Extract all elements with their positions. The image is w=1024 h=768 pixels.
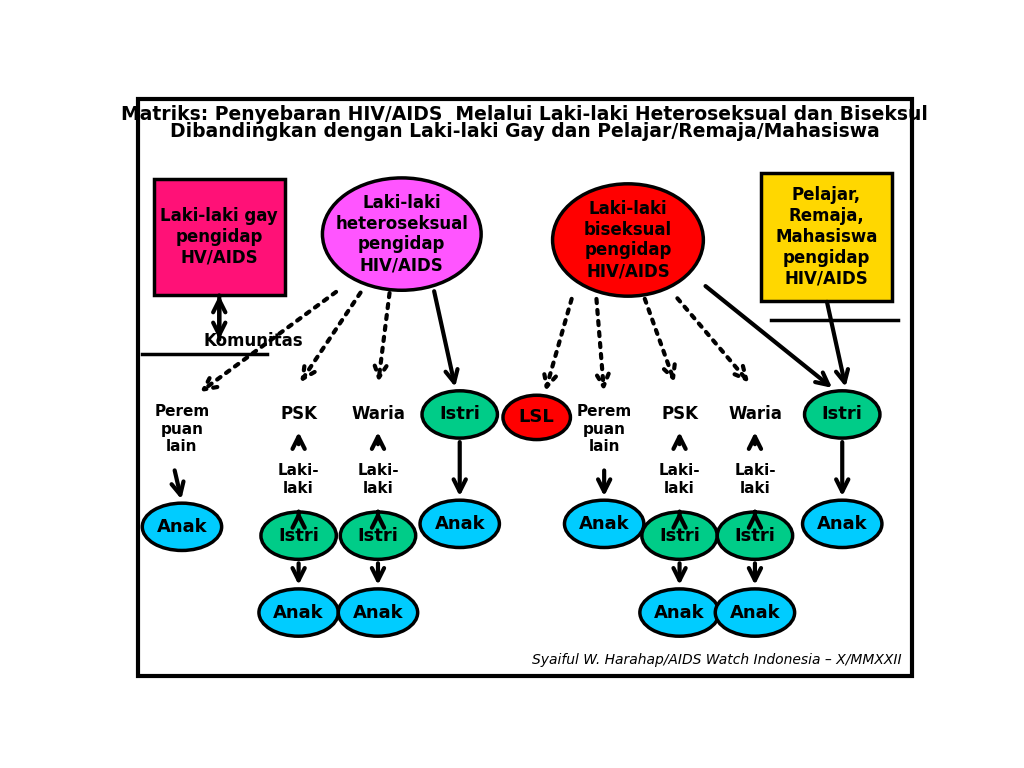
FancyBboxPatch shape: [154, 180, 285, 295]
Text: Laki-
laki: Laki- laki: [658, 463, 700, 495]
Text: Anak: Anak: [579, 515, 630, 533]
Text: Istri: Istri: [439, 406, 480, 423]
Ellipse shape: [259, 589, 338, 636]
Text: Anak: Anak: [730, 604, 780, 621]
Text: LSL: LSL: [519, 409, 555, 426]
Text: PSK: PSK: [281, 406, 317, 423]
Ellipse shape: [564, 500, 644, 548]
Ellipse shape: [640, 589, 719, 636]
Ellipse shape: [261, 512, 336, 559]
Ellipse shape: [420, 500, 500, 548]
Text: Anak: Anak: [654, 604, 705, 621]
Text: PSK: PSK: [662, 406, 698, 423]
Text: Perem
puan
lain: Perem puan lain: [577, 404, 632, 454]
Text: Waria: Waria: [351, 406, 404, 423]
Ellipse shape: [805, 391, 880, 438]
Text: Istri: Istri: [659, 527, 700, 545]
Text: Perem
puan
lain: Perem puan lain: [155, 404, 210, 454]
Ellipse shape: [338, 589, 418, 636]
Text: Anak: Anak: [273, 604, 324, 621]
Text: Istri: Istri: [357, 527, 398, 545]
Text: Laki-laki gay
pengidap
HV/AIDS: Laki-laki gay pengidap HV/AIDS: [161, 207, 279, 266]
FancyBboxPatch shape: [137, 99, 912, 677]
Ellipse shape: [422, 391, 498, 438]
Ellipse shape: [717, 512, 793, 559]
Text: Istri: Istri: [279, 527, 319, 545]
Text: Dibandingkan dengan Laki-laki Gay dan Pelajar/Remaja/Mahasiswa: Dibandingkan dengan Laki-laki Gay dan Pe…: [170, 121, 880, 141]
Text: Pelajar,
Remaja,
Mahasiswa
pengidap
HIV/AIDS: Pelajar, Remaja, Mahasiswa pengidap HIV/…: [775, 187, 878, 288]
Text: Laki-
laki: Laki- laki: [734, 463, 776, 495]
Ellipse shape: [642, 512, 717, 559]
Ellipse shape: [503, 396, 570, 439]
Text: Anak: Anak: [157, 518, 207, 536]
FancyBboxPatch shape: [761, 174, 892, 300]
Ellipse shape: [553, 184, 703, 296]
Ellipse shape: [716, 589, 795, 636]
Text: Komunitas: Komunitas: [204, 332, 303, 349]
Text: Laki-laki
heteroseksual
pengidap
HIV/AIDS: Laki-laki heteroseksual pengidap HIV/AID…: [335, 194, 468, 274]
Text: Anak: Anak: [817, 515, 867, 533]
Text: Laki-
laki: Laki- laki: [357, 463, 398, 495]
Text: Istri: Istri: [734, 527, 775, 545]
Ellipse shape: [323, 178, 481, 290]
Text: Anak: Anak: [352, 604, 403, 621]
Text: Waria: Waria: [728, 406, 782, 423]
Ellipse shape: [340, 512, 416, 559]
Text: Laki-laki
biseksual
pengidap
HIV/AIDS: Laki-laki biseksual pengidap HIV/AIDS: [584, 200, 672, 280]
Text: Istri: Istri: [822, 406, 862, 423]
Text: Matriks: Penyebaran HIV/AIDS  Melalui Laki-laki Heteroseksual dan Biseksul: Matriks: Penyebaran HIV/AIDS Melalui Lak…: [122, 105, 928, 124]
Text: Syaiful W. Harahap/AIDS Watch Indonesia – X/MMXXII: Syaiful W. Harahap/AIDS Watch Indonesia …: [532, 653, 902, 667]
Text: Anak: Anak: [434, 515, 485, 533]
Ellipse shape: [803, 500, 882, 548]
Ellipse shape: [142, 503, 221, 551]
Text: Laki-
laki: Laki- laki: [278, 463, 319, 495]
